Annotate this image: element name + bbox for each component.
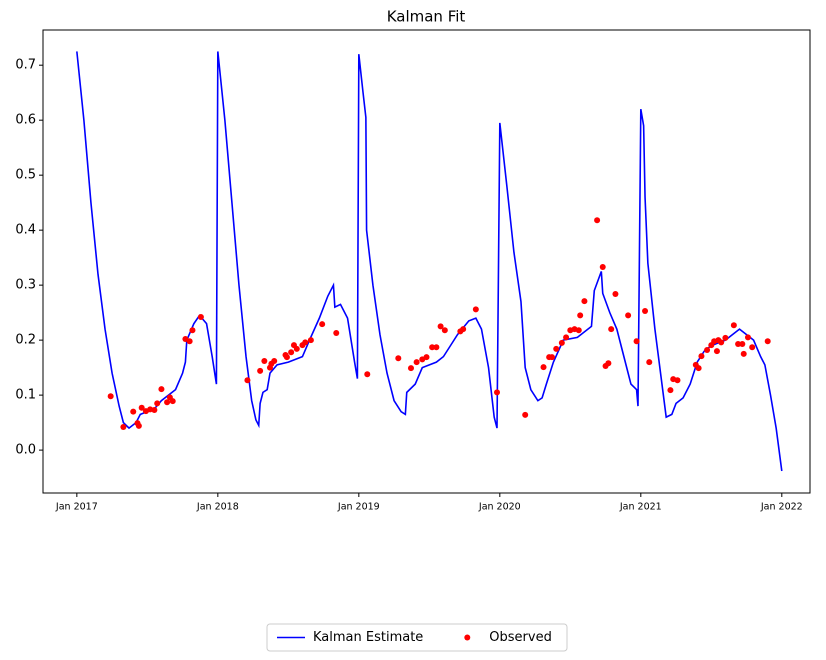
point <box>594 217 601 224</box>
point <box>730 322 737 329</box>
point <box>107 393 114 400</box>
point <box>667 387 674 394</box>
point <box>423 354 430 361</box>
point <box>307 337 314 344</box>
point <box>271 358 278 365</box>
point <box>575 327 582 334</box>
point <box>599 263 606 270</box>
point <box>735 340 742 347</box>
point <box>283 354 290 361</box>
y-tick-label: 0.2 <box>15 333 36 348</box>
point <box>433 344 440 351</box>
point <box>633 338 640 345</box>
point <box>189 327 196 334</box>
point <box>288 349 295 356</box>
legend-label: Observed <box>489 630 552 645</box>
point <box>581 298 588 305</box>
y-tick-label: 0.1 <box>15 388 36 403</box>
point <box>154 400 161 407</box>
point <box>257 367 264 374</box>
point <box>120 424 127 431</box>
point <box>395 355 402 362</box>
point <box>713 348 720 355</box>
point <box>138 404 145 411</box>
x-tick-label: Jan 2021 <box>619 502 662 513</box>
point <box>704 347 711 354</box>
point <box>164 399 171 406</box>
y-tick-label: 0.6 <box>15 113 36 128</box>
point <box>333 329 340 336</box>
point <box>364 371 371 378</box>
point <box>437 323 444 330</box>
y-tick-label: 0.4 <box>15 223 36 238</box>
x-tick-label: Jan 2018 <box>196 502 239 513</box>
point <box>169 398 176 405</box>
point <box>553 345 560 352</box>
plot-frame <box>42 29 811 494</box>
y-tick-label: 0.3 <box>15 278 36 293</box>
x-tick-label: Jan 2019 <box>337 502 380 513</box>
point <box>739 340 746 347</box>
chart-title: Kalman Fit <box>387 8 466 26</box>
legend-box <box>266 623 568 652</box>
point <box>151 406 158 413</box>
point <box>293 345 300 352</box>
point <box>749 344 756 351</box>
point <box>563 334 570 341</box>
point <box>244 377 251 384</box>
point <box>612 290 619 297</box>
point <box>605 360 612 367</box>
legend-label: Kalman Estimate <box>313 630 423 645</box>
point <box>319 321 326 328</box>
point <box>522 411 529 418</box>
point <box>135 422 142 429</box>
point <box>407 365 414 372</box>
point <box>695 365 702 372</box>
point <box>540 364 547 371</box>
point <box>130 408 137 415</box>
point <box>698 353 705 360</box>
point <box>764 338 771 345</box>
point <box>548 354 555 361</box>
point <box>722 334 729 341</box>
line <box>76 51 783 472</box>
point <box>744 334 751 341</box>
point <box>197 314 204 321</box>
y-tick-label: 0.0 <box>15 443 36 458</box>
point <box>625 312 632 319</box>
point <box>608 326 615 333</box>
point <box>558 339 565 346</box>
point <box>158 386 165 393</box>
point <box>261 358 268 365</box>
point <box>674 377 681 384</box>
point <box>472 306 479 313</box>
legend-swatch <box>464 634 471 641</box>
x-tick-label: Jan 2017 <box>55 502 98 513</box>
point <box>429 344 436 351</box>
point <box>441 327 448 334</box>
y-tick-label: 0.5 <box>15 168 36 183</box>
point <box>493 389 500 396</box>
point <box>646 359 653 366</box>
point <box>186 338 193 345</box>
y-tick-label: 0.7 <box>15 58 36 73</box>
point <box>642 307 649 314</box>
point <box>718 339 725 346</box>
x-tick-label: Jan 2020 <box>478 502 521 513</box>
point <box>413 359 420 366</box>
point <box>740 350 747 357</box>
point <box>302 339 309 346</box>
point <box>577 312 584 319</box>
x-tick-label: Jan 2022 <box>760 502 803 513</box>
point <box>460 326 467 333</box>
